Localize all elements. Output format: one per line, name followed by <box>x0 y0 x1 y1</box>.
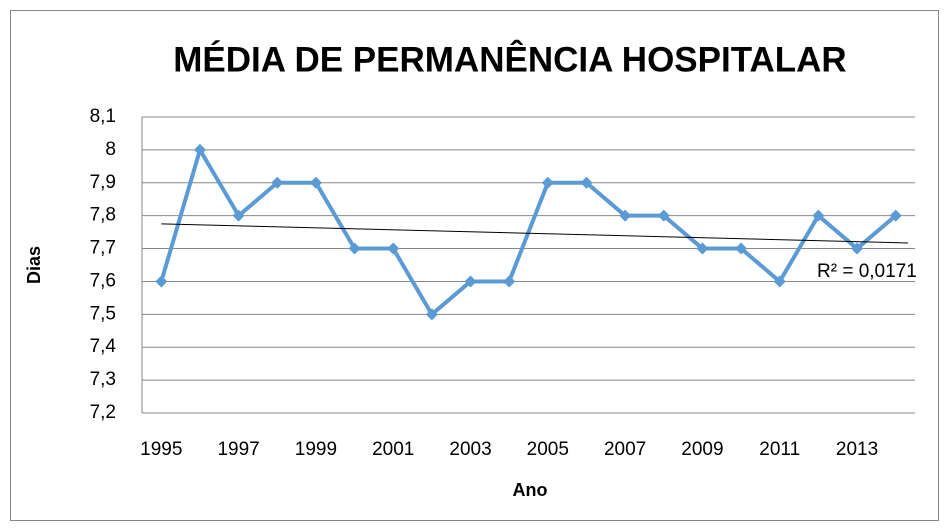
x-tick-label: 2009 <box>681 439 723 460</box>
data-point <box>619 209 632 222</box>
chart-title: MÉDIA DE PERMANÊNCIA HOSPITALAR <box>173 39 846 79</box>
data-point <box>541 176 554 189</box>
y-tick-label: 7,2 <box>90 402 116 423</box>
trendline <box>161 223 909 244</box>
x-tick-label: 2011 <box>759 439 800 460</box>
data-point <box>193 143 206 156</box>
x-tick-label: 2003 <box>449 439 491 460</box>
x-tick-label: 1999 <box>295 439 337 460</box>
data-point <box>348 242 361 255</box>
data-point <box>271 176 284 189</box>
data-point <box>503 275 516 288</box>
data-point <box>812 209 825 222</box>
series-line <box>159 147 897 317</box>
y-tick-label: 7,9 <box>90 172 116 193</box>
data-point <box>889 209 902 222</box>
y-tick-label: 7,8 <box>90 205 116 226</box>
data-point <box>696 242 709 255</box>
data-point <box>425 308 438 321</box>
y-axis-title: Dias <box>24 246 44 284</box>
data-point <box>232 209 245 222</box>
x-tick-label: 1997 <box>217 439 259 460</box>
data-point <box>387 242 400 255</box>
y-tick-label: 7,7 <box>90 238 116 259</box>
data-point <box>580 176 593 189</box>
data-point <box>851 242 864 255</box>
data-point <box>155 275 168 288</box>
data-point <box>657 209 670 222</box>
data-point <box>464 275 477 288</box>
y-tick-label: 7,6 <box>90 270 116 291</box>
data-point <box>309 176 322 189</box>
trendline-annotation: R² = 0,0171 <box>817 261 917 282</box>
x-axis-title: Ano <box>513 480 548 500</box>
y-tick-label: 8 <box>105 139 116 160</box>
data-point <box>735 242 748 255</box>
x-tick-label: 1995 <box>140 439 182 460</box>
data-point <box>773 275 786 288</box>
x-tick-label: 2005 <box>527 439 569 460</box>
y-tick-label: 7,4 <box>90 336 117 357</box>
x-tick-label: 2013 <box>836 439 878 460</box>
x-tick-label: 2001 <box>372 439 414 460</box>
y-tick-label: 7,5 <box>90 303 116 324</box>
x-tick-label: 2007 <box>604 439 646 460</box>
y-tick-label: 7,3 <box>90 369 116 390</box>
y-tick-label: 8,1 <box>90 106 116 127</box>
